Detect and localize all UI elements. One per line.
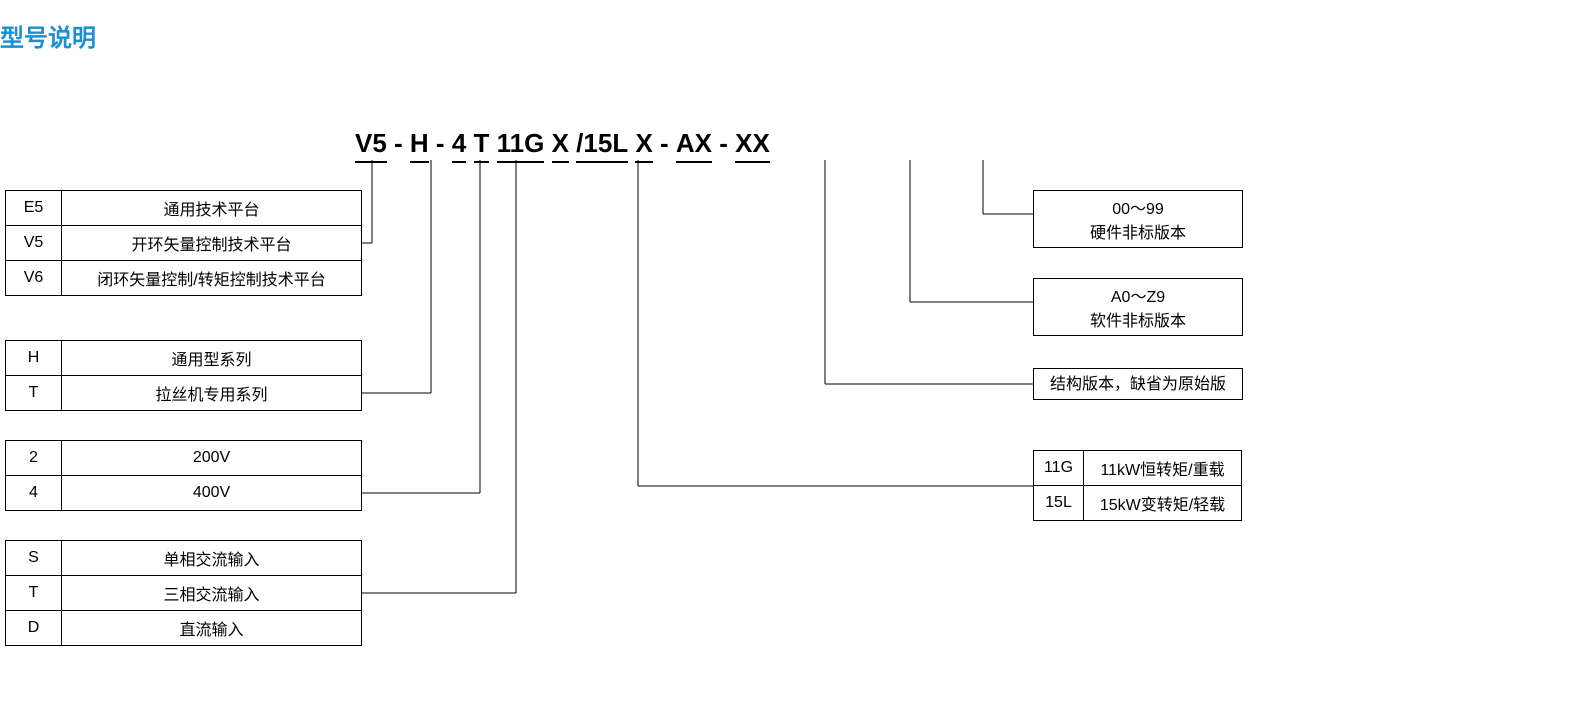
structure-desc: 结构版本，缺省为原始版 [1050, 376, 1226, 393]
table-series: H通用型系列 T拉丝机专用系列 [5, 340, 362, 411]
code-cell: H [6, 341, 62, 376]
desc-cell: 三相交流输入 [62, 576, 362, 611]
code-cell: T [6, 376, 62, 411]
hardware-desc: 硬件非标版本 [1042, 219, 1234, 243]
software-desc: 软件非标版本 [1042, 307, 1234, 331]
code-cell: 11G [1034, 451, 1084, 486]
table-row: D直流输入 [6, 611, 362, 646]
desc-cell: 15kW变转矩/轻载 [1084, 486, 1242, 521]
desc-cell: 单相交流输入 [62, 541, 362, 576]
table-row: 15L15kW变转矩/轻载 [1034, 486, 1242, 521]
seg-x1: X [552, 128, 569, 163]
box-structure: 结构版本，缺省为原始版 [1033, 368, 1243, 400]
desc-cell: 开环矢量控制技术平台 [62, 226, 362, 261]
seg-platform: V5 [355, 128, 387, 163]
table-platform: E5通用技术平台 V5开环矢量控制技术平台 V6闭环矢量控制/转矩控制技术平台 [5, 190, 362, 296]
seg-voltage: 4 [452, 128, 466, 163]
code-cell: 2 [6, 441, 62, 476]
table-row: V6闭环矢量控制/转矩控制技术平台 [6, 261, 362, 296]
code-cell: V5 [6, 226, 62, 261]
table-row: H通用型系列 [6, 341, 362, 376]
table-row: E5通用技术平台 [6, 191, 362, 226]
box-software: A0～Z9 软件非标版本 [1033, 278, 1243, 336]
code-cell: D [6, 611, 62, 646]
desc-cell: 11kW恒转矩/重载 [1084, 451, 1242, 486]
software-range: A0～Z9 [1042, 283, 1234, 307]
table-row: S单相交流输入 [6, 541, 362, 576]
table-voltage: 2200V 4400V [5, 440, 362, 511]
page-title: 型号说明 [0, 18, 96, 53]
code-cell: 4 [6, 476, 62, 511]
seg-structure: X [635, 128, 652, 163]
code-cell: S [6, 541, 62, 576]
desc-cell: 直流输入 [62, 611, 362, 646]
table-row: 2200V [6, 441, 362, 476]
table-input: S单相交流输入 T三相交流输入 D直流输入 [5, 540, 362, 646]
model-number: V5 - H - 4 T 11G X /15L X - AX - XX [355, 128, 770, 163]
desc-cell: 通用型系列 [62, 341, 362, 376]
table-row: 11G11kW恒转矩/重载 [1034, 451, 1242, 486]
desc-cell: 通用技术平台 [62, 191, 362, 226]
code-cell: 15L [1034, 486, 1084, 521]
table-row: 4400V [6, 476, 362, 511]
seg-hardware: XX [735, 128, 770, 163]
seg-series: H [410, 128, 429, 163]
table-row: T三相交流输入 [6, 576, 362, 611]
desc-cell: 400V [62, 476, 362, 511]
table-power: 11G11kW恒转矩/重载 15L15kW变转矩/轻载 [1033, 450, 1242, 521]
hardware-range: 00～99 [1042, 195, 1234, 219]
code-cell: V6 [6, 261, 62, 296]
seg-input: T [474, 128, 490, 163]
seg-power2: /15L [576, 128, 628, 163]
code-cell: T [6, 576, 62, 611]
desc-cell: 200V [62, 441, 362, 476]
seg-power1: 11G [497, 128, 545, 163]
seg-software: AX [676, 128, 712, 163]
table-row: V5开环矢量控制技术平台 [6, 226, 362, 261]
box-hardware: 00～99 硬件非标版本 [1033, 190, 1243, 248]
table-row: T拉丝机专用系列 [6, 376, 362, 411]
desc-cell: 闭环矢量控制/转矩控制技术平台 [62, 261, 362, 296]
code-cell: E5 [6, 191, 62, 226]
desc-cell: 拉丝机专用系列 [62, 376, 362, 411]
